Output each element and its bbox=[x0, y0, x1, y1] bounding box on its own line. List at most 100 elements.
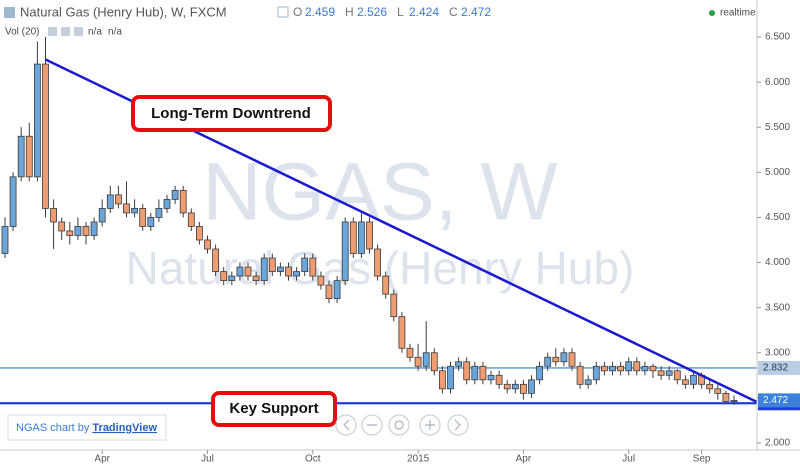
y-tick-label: 2.000 bbox=[765, 438, 790, 449]
candle-body bbox=[139, 208, 147, 227]
volume-label: Vol (20) bbox=[5, 27, 39, 38]
annotation: Key Support bbox=[229, 400, 318, 417]
candle-body bbox=[722, 392, 730, 402]
candle-body bbox=[455, 361, 463, 367]
reset-icon bbox=[394, 420, 404, 430]
candle-body bbox=[17, 135, 25, 178]
candle-body bbox=[495, 374, 503, 385]
candle-body bbox=[212, 248, 220, 272]
status: realtime bbox=[720, 8, 756, 19]
credit-text: NGAS chart by bbox=[16, 422, 90, 434]
candle-body bbox=[90, 221, 98, 236]
y-tick-label: 3.500 bbox=[765, 302, 790, 313]
candle-body bbox=[341, 221, 349, 281]
candle-body bbox=[244, 266, 252, 277]
ohlc-value: 2.526 bbox=[357, 5, 387, 19]
candle-body bbox=[66, 230, 74, 236]
candle-body bbox=[536, 365, 543, 381]
candle-body bbox=[641, 365, 649, 372]
candle-body bbox=[260, 257, 268, 281]
candle-body bbox=[115, 194, 122, 205]
zoom-button[interactable] bbox=[388, 414, 410, 436]
volume-value: n/a bbox=[108, 27, 122, 38]
volume-icon[interactable] bbox=[74, 27, 83, 36]
candle-body bbox=[730, 399, 738, 402]
candle-body bbox=[236, 266, 244, 277]
candle-body bbox=[690, 374, 697, 385]
candle-body bbox=[560, 352, 568, 363]
candle-body bbox=[520, 383, 527, 394]
candle-body bbox=[609, 365, 616, 372]
settings-icon[interactable] bbox=[277, 6, 289, 18]
symbol-title: Natural Gas (Henry Hub), W, FXCM bbox=[20, 4, 227, 19]
candle-body bbox=[406, 347, 414, 358]
annotation: Long-Term Downtrend bbox=[151, 105, 311, 122]
candle-body bbox=[398, 316, 406, 349]
candle-body bbox=[179, 189, 187, 214]
candle-body bbox=[528, 379, 535, 394]
candle-body bbox=[155, 208, 163, 218]
x-tick-label: 2015 bbox=[407, 454, 430, 465]
candle-body bbox=[487, 374, 495, 381]
candle-body bbox=[576, 365, 584, 385]
candle-body bbox=[42, 63, 49, 209]
volume-icon[interactable] bbox=[48, 27, 57, 36]
candle-body bbox=[568, 352, 576, 367]
candle-body bbox=[285, 266, 292, 277]
candle-body bbox=[131, 208, 139, 214]
credit: NGAS chart by TradingView bbox=[16, 422, 157, 434]
candle-body bbox=[584, 379, 592, 385]
x-tick-label: Jul bbox=[622, 454, 635, 465]
y-tick-label: 6.500 bbox=[765, 32, 790, 43]
candle-body bbox=[503, 383, 511, 390]
level-tag bbox=[758, 360, 800, 375]
watermark: NGAS, W Natural Gas (Henry Hub) bbox=[126, 147, 635, 295]
annotation-box bbox=[131, 95, 332, 132]
symbol-icon[interactable] bbox=[4, 7, 15, 18]
candle-body bbox=[422, 352, 430, 367]
candle-body bbox=[293, 271, 301, 277]
zoom-controls bbox=[335, 414, 469, 436]
x-tick-label: Oct bbox=[305, 454, 321, 465]
ohlc-letter: L bbox=[397, 5, 404, 19]
candle-body bbox=[601, 365, 608, 372]
candle-body bbox=[592, 365, 600, 381]
candle-body bbox=[625, 361, 633, 372]
candle-body bbox=[479, 365, 487, 381]
ohlc-letter: O bbox=[293, 5, 302, 19]
candle-body bbox=[333, 280, 341, 300]
candle-body bbox=[220, 271, 228, 281]
candle-body bbox=[414, 356, 422, 367]
candle-body bbox=[438, 370, 446, 390]
candle-body bbox=[463, 361, 471, 381]
candle-body bbox=[682, 379, 689, 385]
candle-body bbox=[204, 239, 211, 250]
candle-body bbox=[195, 226, 203, 241]
status-dot bbox=[709, 10, 715, 16]
candle-body bbox=[163, 198, 171, 209]
ohlc-value: 2.424 bbox=[409, 5, 439, 19]
credit-link[interactable]: TradingView bbox=[92, 422, 157, 434]
candle-body bbox=[325, 284, 333, 300]
candle-body bbox=[390, 293, 398, 318]
candle-body bbox=[252, 275, 260, 281]
last-price-tag bbox=[758, 393, 800, 408]
candle-body bbox=[25, 135, 33, 178]
y-tick-label: 5.500 bbox=[765, 122, 790, 133]
candle-body bbox=[657, 370, 665, 376]
candle-body bbox=[106, 194, 114, 209]
candle-body bbox=[187, 212, 195, 227]
y-tick-label: 6.000 bbox=[765, 77, 790, 88]
watermark-symbol: NGAS, W bbox=[202, 147, 558, 238]
candle-body bbox=[309, 257, 317, 277]
candle-body bbox=[74, 226, 82, 236]
credit-box bbox=[7, 414, 167, 441]
candle-body bbox=[9, 176, 17, 227]
candle-body bbox=[147, 217, 155, 227]
candle-body bbox=[430, 352, 438, 372]
ohlc-letter: H bbox=[345, 5, 354, 19]
volume-icon[interactable] bbox=[61, 27, 70, 36]
candle-body bbox=[552, 356, 560, 363]
candle-body bbox=[447, 365, 454, 390]
